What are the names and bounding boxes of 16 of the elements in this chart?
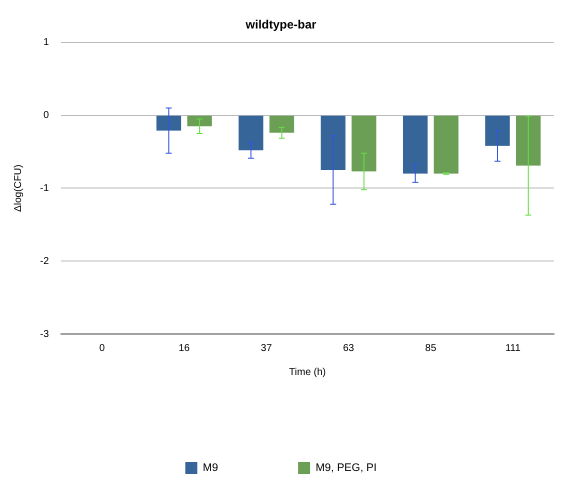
y-tick-label: -3	[40, 328, 50, 340]
legend-label: M9	[202, 462, 218, 474]
y-tick-label: -2	[40, 256, 50, 267]
x-tick-label: 63	[342, 342, 355, 354]
x-axis-title: Time (h)	[289, 366, 326, 378]
legend-label: M9, PEG, PI	[316, 462, 377, 474]
x-tick-label: 37	[260, 342, 272, 354]
x-tick-label: 111	[505, 342, 521, 354]
y-tick-label: -1	[40, 182, 50, 194]
y-axis-title: Δlog(CFU)	[12, 164, 24, 212]
x-tick-label: 0	[99, 342, 106, 354]
y-tick-label: 1	[43, 37, 50, 48]
chart-title: wildtype-bar	[244, 18, 317, 32]
y-tick-label: 0	[43, 110, 50, 122]
x-tick-label: 16	[178, 342, 190, 354]
x-tick-label: 85	[425, 342, 437, 354]
